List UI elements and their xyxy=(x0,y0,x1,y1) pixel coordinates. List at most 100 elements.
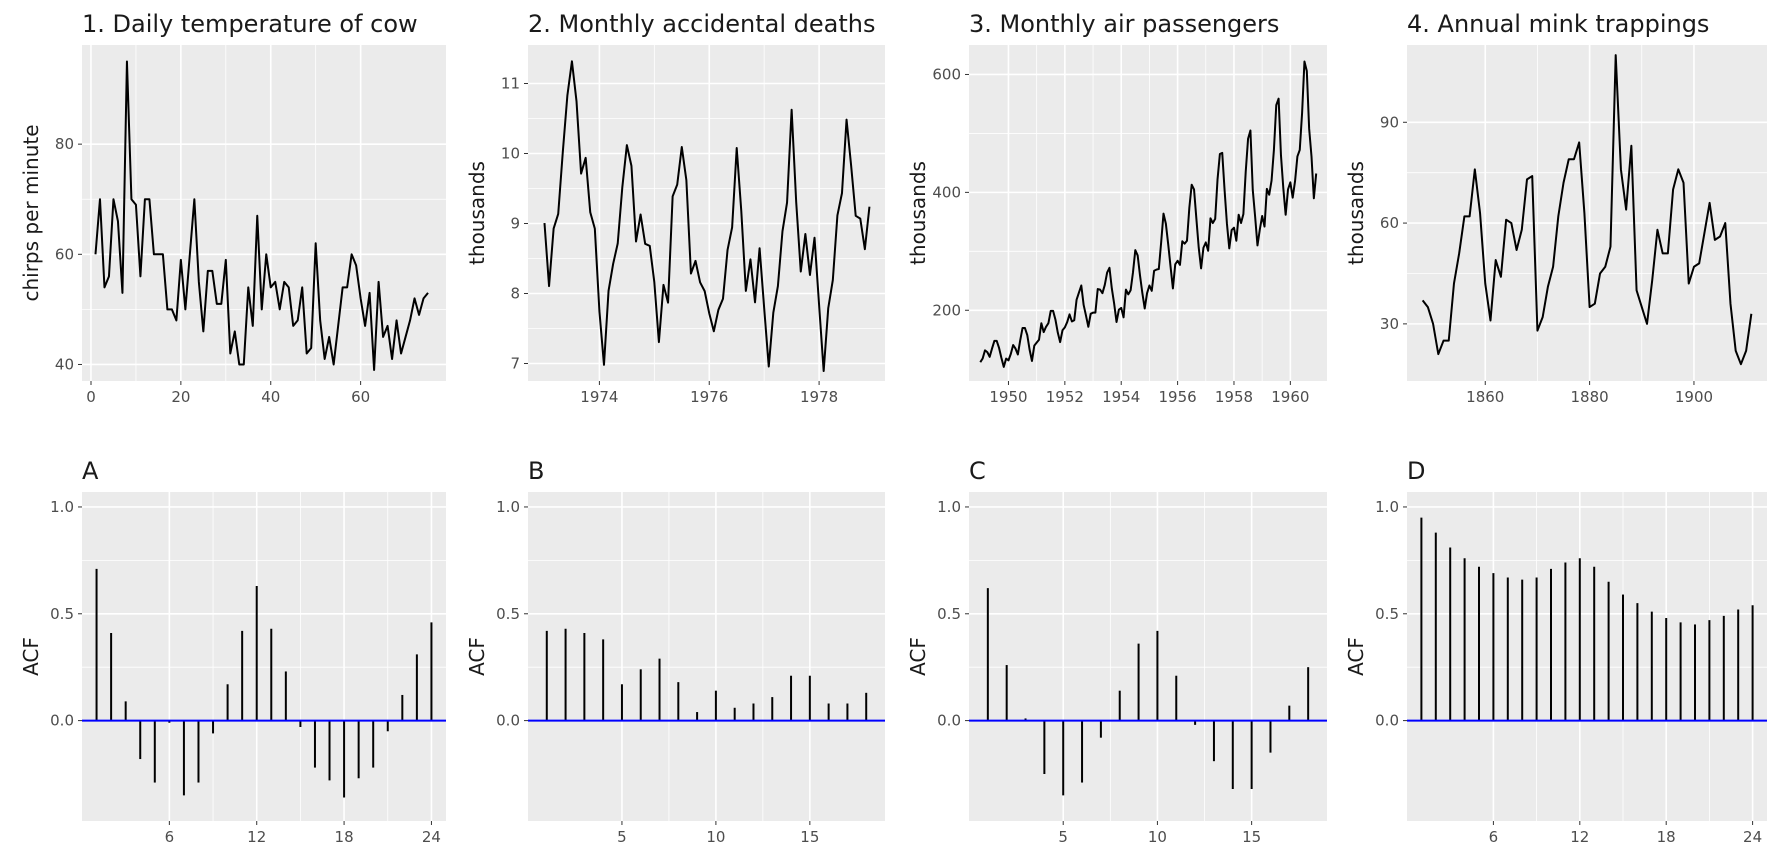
x-tick-label: 1960 xyxy=(1271,388,1309,406)
y-tick-label: 0.5 xyxy=(50,605,74,623)
panel-title: 4. Annual mink trappings xyxy=(1407,10,1709,38)
x-tick-label: 40 xyxy=(261,388,280,406)
minor-gridlines xyxy=(528,492,885,821)
chart-panel-1: 0 20 40 60 40 60 80 1. Daily temperature of cow… xyxy=(19,10,446,406)
y-tick-label: 60 xyxy=(1380,214,1399,232)
y-tick-label: 11 xyxy=(501,75,520,93)
y-tick-label: 0.5 xyxy=(937,605,961,623)
panel-title: A xyxy=(82,457,99,485)
minor-gridlines xyxy=(82,45,446,381)
x-tick-label: 12 xyxy=(1570,828,1589,846)
y-axis-label: ACF xyxy=(906,637,930,676)
panel-background xyxy=(82,492,446,821)
y-tick-label: 1.0 xyxy=(937,498,961,516)
panel-background xyxy=(528,45,885,381)
y-axis-label: chirps per minute xyxy=(19,124,43,301)
x-tick-label: 1880 xyxy=(1571,388,1609,406)
y-tick-label: 30 xyxy=(1380,315,1399,333)
y-tick-label: 0.0 xyxy=(496,712,520,730)
x-tick-label: 6 xyxy=(1489,828,1499,846)
axis-ticks: 6 12 18 24 0.0 0.5 1.0 xyxy=(1375,498,1762,846)
panel-background xyxy=(528,492,885,821)
x-tick-label: 15 xyxy=(1242,828,1261,846)
panel-background xyxy=(1407,492,1767,821)
minor-gridlines xyxy=(969,45,1327,381)
y-tick-label: 600 xyxy=(932,65,961,83)
axis-ticks: 5 10 15 0.0 0.5 1.0 xyxy=(937,498,1261,846)
x-tick-label: 10 xyxy=(1148,828,1167,846)
y-axis-label: thousands xyxy=(1344,161,1368,265)
axis-ticks: 1860 1880 1900 30 60 90 xyxy=(1380,113,1713,406)
chart-panel-6: 5 10 15 0.0 0.5 1.0 B ACF xyxy=(465,457,885,846)
x-tick-label: 1974 xyxy=(580,388,618,406)
x-tick-label: 20 xyxy=(171,388,190,406)
minor-gridlines xyxy=(82,492,446,821)
chart-panel-4: 1860 1880 1900 30 60 90 4. Annual mink trappin… xyxy=(1344,10,1767,406)
x-tick-label: 1976 xyxy=(690,388,728,406)
y-axis-label: ACF xyxy=(19,637,43,676)
x-tick-label: 1956 xyxy=(1159,388,1197,406)
panel-title: C xyxy=(969,457,986,485)
x-tick-label: 18 xyxy=(1657,828,1676,846)
x-tick-label: 60 xyxy=(351,388,370,406)
x-tick-label: 18 xyxy=(335,828,354,846)
panel-background xyxy=(969,45,1327,381)
panel-title: D xyxy=(1407,457,1425,485)
axis-ticks: 5 10 15 0.0 0.5 1.0 xyxy=(496,498,819,846)
x-tick-label: 1958 xyxy=(1215,388,1253,406)
y-tick-label: 0.0 xyxy=(937,712,961,730)
acf-spikes xyxy=(545,628,868,721)
x-tick-label: 1950 xyxy=(989,388,1027,406)
y-tick-label: 9 xyxy=(510,215,520,233)
chart-panel-3: 1950 1952 1954 1956 1958 1960 200 400 600 3. Mont… xyxy=(906,10,1327,406)
y-tick-label: 400 xyxy=(932,183,961,201)
series-line xyxy=(94,60,429,371)
series-line xyxy=(1421,54,1753,366)
x-tick-label: 5 xyxy=(617,828,627,846)
chart-panel-8: 6 12 18 24 0.0 0.5 1.0 D ACF xyxy=(1344,457,1767,846)
panel-background xyxy=(82,45,446,381)
axis-ticks: 0 20 40 60 40 60 80 xyxy=(55,135,370,406)
panel-title: 3. Monthly air passengers xyxy=(969,10,1279,38)
x-tick-label: 1954 xyxy=(1102,388,1140,406)
y-tick-label: 1.0 xyxy=(50,498,74,516)
panel-background xyxy=(969,492,1327,821)
axis-ticks: 6 12 18 24 0.0 0.5 1.0 xyxy=(50,498,441,846)
series-line xyxy=(543,60,871,373)
y-tick-label: 200 xyxy=(932,301,961,319)
x-tick-label: 12 xyxy=(247,828,266,846)
y-tick-label: 10 xyxy=(501,145,520,163)
chart-panel-7: 5 10 15 0.0 0.5 1.0 C ACF xyxy=(906,457,1327,846)
minor-gridlines xyxy=(969,492,1327,821)
x-tick-label: 1860 xyxy=(1466,388,1504,406)
panel-title: 1. Daily temperature of cow xyxy=(82,10,418,38)
y-tick-label: 7 xyxy=(510,355,520,373)
panel-title: B xyxy=(528,457,544,485)
major-gridlines xyxy=(528,45,885,381)
y-tick-label: 0.0 xyxy=(1375,712,1399,730)
y-tick-label: 1.0 xyxy=(496,498,520,516)
y-axis-label: ACF xyxy=(1344,637,1368,676)
x-tick-label: 15 xyxy=(800,828,819,846)
x-tick-label: 10 xyxy=(706,828,725,846)
x-tick-label: 6 xyxy=(165,828,175,846)
x-tick-label: 5 xyxy=(1058,828,1068,846)
x-tick-label: 1952 xyxy=(1046,388,1084,406)
axis-ticks: 1950 1952 1954 1956 1958 1960 200 400 600 xyxy=(932,65,1309,406)
panel-background xyxy=(1407,45,1767,381)
y-tick-label: 1.0 xyxy=(1375,498,1399,516)
panel-title: 2. Monthly accidental deaths xyxy=(528,10,875,38)
chart-panel-2: 1974 1976 1978 7 8 9 10 11 2. Monthly accidental… xyxy=(465,10,885,406)
acf-spikes xyxy=(1420,517,1754,721)
x-tick-label: 1900 xyxy=(1675,388,1713,406)
y-tick-label: 0.0 xyxy=(50,712,74,730)
y-tick-label: 90 xyxy=(1380,113,1399,131)
acf-spikes xyxy=(95,568,433,798)
y-tick-label: 8 xyxy=(510,285,520,303)
y-axis-label: thousands xyxy=(906,161,930,265)
x-tick-label: 24 xyxy=(422,828,441,846)
y-axis-label: ACF xyxy=(465,637,489,676)
series-line xyxy=(979,60,1318,368)
x-tick-label: 0 xyxy=(86,388,96,406)
y-axis-label: thousands xyxy=(465,161,489,265)
